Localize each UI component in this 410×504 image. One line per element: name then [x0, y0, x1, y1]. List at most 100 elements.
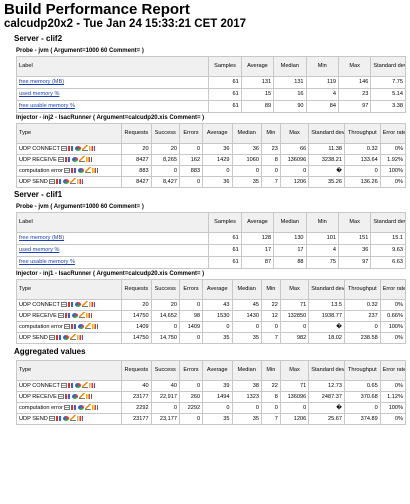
table-icon[interactable]	[57, 312, 64, 318]
line-chart-icon[interactable]	[78, 393, 85, 400]
table-icon[interactable]	[57, 156, 64, 162]
aggregated-title: Aggregated values	[14, 347, 86, 356]
cell-stddev: 2487.37	[308, 391, 345, 403]
probe-title: Probe - jvm ( Argument=1000 60 Comment= …	[16, 204, 144, 210]
line-chart-icon[interactable]	[81, 145, 88, 152]
bar-chart-icon[interactable]	[64, 393, 71, 399]
pie-chart-icon[interactable]	[62, 415, 69, 421]
column-chart-icon[interactable]	[85, 312, 92, 318]
bar-chart-icon[interactable]	[67, 301, 74, 307]
bar-chart-icon[interactable]	[55, 415, 62, 421]
pie-chart-icon[interactable]	[77, 167, 84, 173]
column-header: Median	[231, 279, 262, 300]
table-icon[interactable]	[63, 404, 70, 410]
line-chart-icon[interactable]	[81, 301, 88, 308]
cell-median: 0	[231, 402, 262, 414]
table-icon[interactable]	[60, 382, 67, 388]
table-icon[interactable]	[57, 393, 64, 399]
cell-stddev: �	[308, 165, 345, 177]
line-chart-icon[interactable]	[78, 156, 85, 163]
view-icons	[57, 156, 93, 163]
pie-chart-icon[interactable]	[71, 156, 78, 162]
cell-error-rate: 100%	[379, 321, 407, 333]
bar-chart-icon[interactable]	[55, 334, 62, 340]
column-chart-icon[interactable]	[88, 382, 95, 388]
probe-row: free memory (MB) 61 131 131 119 146 7.75	[15, 76, 406, 89]
pie-chart-icon[interactable]	[71, 312, 78, 318]
cell-average: 35	[202, 413, 233, 425]
bar-chart-icon[interactable]	[70, 167, 77, 173]
column-chart-icon[interactable]	[91, 404, 98, 410]
column-chart-icon[interactable]	[76, 178, 83, 184]
cell-success: 0	[150, 165, 180, 177]
request-type: computation error	[19, 405, 63, 412]
pie-chart-icon[interactable]	[74, 382, 81, 388]
bar-chart-icon[interactable]	[70, 323, 77, 329]
server-block: Probe - jvm ( Argument=1000 60 Comment= …	[15, 203, 407, 344]
bar-chart-icon[interactable]	[67, 382, 74, 388]
line-chart-icon[interactable]	[84, 404, 91, 411]
pie-chart-icon[interactable]	[74, 301, 81, 307]
table-icon[interactable]	[48, 178, 55, 184]
cell-requests: 23177	[121, 391, 152, 403]
bar-chart-icon[interactable]	[64, 312, 71, 318]
cell-min: 22	[260, 380, 281, 392]
column-header: Min	[260, 123, 281, 144]
table-icon[interactable]	[48, 415, 55, 421]
bar-chart-icon[interactable]	[64, 156, 71, 162]
cell-error-rate: 100%	[379, 402, 407, 414]
column-chart-icon[interactable]	[91, 323, 98, 329]
column-chart-icon[interactable]	[88, 145, 95, 151]
pie-chart-icon[interactable]	[62, 178, 69, 184]
column-chart-icon[interactable]	[88, 301, 95, 307]
column-chart-icon[interactable]	[76, 415, 83, 421]
probe-metric-link[interactable]: free usable memory %	[19, 103, 75, 110]
cell-min: 23	[260, 143, 281, 155]
pie-chart-icon[interactable]	[74, 145, 81, 151]
table-icon[interactable]	[60, 145, 67, 151]
cell-median: 45	[231, 299, 262, 311]
cell-stddev: 9.63	[370, 244, 406, 257]
line-chart-icon[interactable]	[81, 382, 88, 389]
table-icon[interactable]	[60, 301, 67, 307]
column-header: Median	[231, 123, 262, 144]
cell-average: 128	[240, 232, 275, 245]
cell-samples: 61	[208, 256, 242, 269]
column-chart-icon[interactable]	[76, 334, 83, 340]
line-chart-icon[interactable]	[69, 178, 76, 185]
column-header: Throughput	[343, 123, 381, 144]
bar-chart-icon[interactable]	[67, 145, 74, 151]
column-chart-icon[interactable]	[91, 167, 98, 173]
request-type: UDP SEND	[19, 335, 48, 342]
line-chart-icon[interactable]	[84, 167, 91, 174]
table-icon[interactable]	[63, 167, 70, 173]
pie-chart-icon[interactable]	[77, 404, 84, 410]
probe-metric-link[interactable]: free memory (MB)	[19, 79, 65, 86]
line-chart-icon[interactable]	[78, 312, 85, 319]
column-chart-icon[interactable]	[85, 393, 92, 399]
cell-average: 39	[202, 380, 233, 392]
bar-chart-icon[interactable]	[55, 178, 62, 184]
pie-chart-icon[interactable]	[77, 323, 84, 329]
cell-min: 75	[305, 256, 339, 269]
table-icon[interactable]	[48, 334, 55, 340]
pie-chart-icon[interactable]	[71, 393, 78, 399]
probe-metric-link[interactable]: free memory (MB)	[19, 235, 65, 242]
bar-chart-icon[interactable]	[70, 404, 77, 410]
cell-max: 71	[279, 299, 310, 311]
cell-stddev: �	[308, 321, 345, 333]
probe-metric-link[interactable]: used memory %	[19, 91, 60, 98]
probe-metric-link[interactable]: used memory %	[19, 247, 60, 254]
column-chart-icon[interactable]	[85, 156, 92, 162]
line-chart-icon[interactable]	[69, 334, 76, 341]
cell-requests: 20	[121, 299, 152, 311]
cell-stddev: 3238.21	[308, 154, 345, 166]
line-chart-icon[interactable]	[69, 415, 76, 422]
pie-chart-icon[interactable]	[62, 334, 69, 340]
table-icon[interactable]	[63, 323, 70, 329]
column-header: Errors	[178, 123, 204, 144]
line-chart-icon[interactable]	[84, 323, 91, 330]
cell-min: 4	[305, 88, 339, 101]
probe-metric-link[interactable]: free usable memory %	[19, 259, 75, 266]
cell-min: 22	[260, 299, 281, 311]
